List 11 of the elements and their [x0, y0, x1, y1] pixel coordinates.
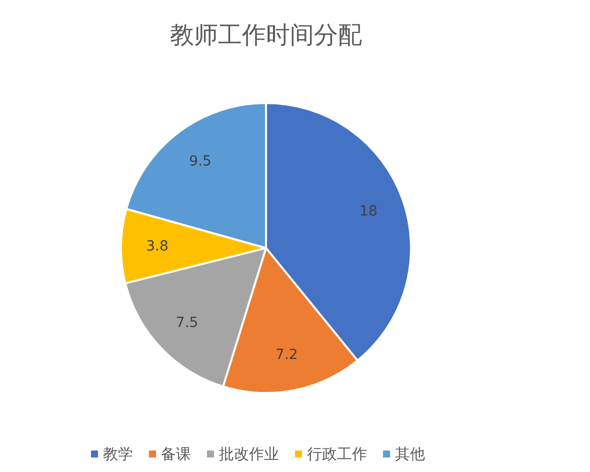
- legend-label: 教学: [103, 445, 133, 463]
- data-label: 7.5: [176, 314, 198, 331]
- data-label: 18: [360, 204, 378, 220]
- legend-label: 批改作业: [219, 445, 279, 463]
- data-label: 3.8: [146, 238, 168, 255]
- data-label: 9.5: [189, 153, 212, 170]
- legend-label: 其他: [395, 445, 425, 463]
- chart-title: 教师工作时间分配: [170, 21, 362, 49]
- data-label: 7.2: [276, 346, 298, 363]
- legend-label: 备课: [161, 445, 191, 463]
- legend-label: 行政工作: [307, 445, 367, 463]
